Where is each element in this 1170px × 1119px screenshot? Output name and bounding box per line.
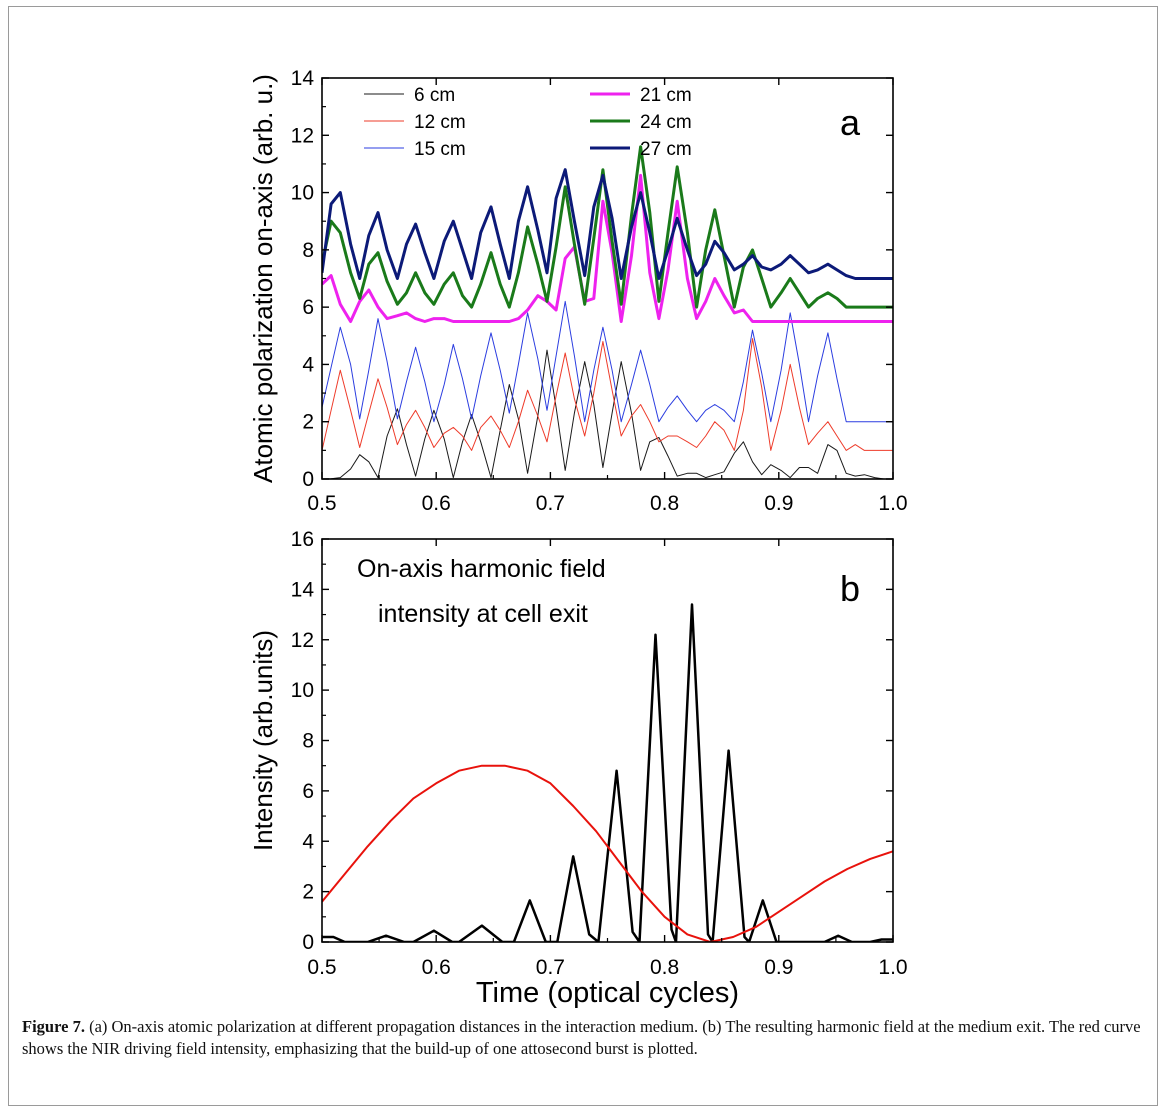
y-tick-label: 8 <box>302 239 314 262</box>
annotation-line: On-axis harmonic field <box>357 555 606 583</box>
x-tick-label: 0.7 <box>536 492 565 515</box>
x-tick-label: 0.6 <box>422 956 451 979</box>
panel-label: a <box>840 102 861 143</box>
y-tick-label: 6 <box>302 296 314 319</box>
legend-entry: 6 cm <box>414 85 455 106</box>
y-tick-label: 8 <box>302 730 314 753</box>
series-line-27-cm <box>322 168 893 280</box>
figure-canvas: 0.5 0.6 0.7 0.8 0.9 1.0 0 2 4 6 8 10 12 14 Atomic pola… <box>248 67 908 1009</box>
series-line-15-cm <box>322 300 893 423</box>
x-tick-label: 0.5 <box>307 956 336 979</box>
panel-a: 0.5 0.6 0.7 0.8 0.9 1.0 0 2 4 6 8 10 12 14 Atomic pola… <box>248 67 908 515</box>
y-axis-label: Intensity (arb.units) <box>248 630 278 851</box>
y-tick-label: 10 <box>291 182 314 205</box>
figure-caption: Figure 7. (a) On-axis atomic polarizatio… <box>22 1016 1142 1060</box>
y-tick-label: 12 <box>291 124 314 147</box>
y-tick-label: 14 <box>291 67 315 90</box>
caption-label: Figure 7. <box>22 1017 85 1036</box>
series-line-harmonic <box>322 603 893 942</box>
legend-entry: 21 cm <box>640 85 692 106</box>
x-tick-label: 0.8 <box>650 492 679 515</box>
legend: 6 cm 12 cm 15 cm 21 cm 24 cm 27 cm <box>364 85 692 160</box>
x-tick-label: 1.0 <box>878 492 907 515</box>
y-tick-label: 12 <box>291 629 314 652</box>
y-tick-label: 2 <box>302 411 314 434</box>
legend-entry: 15 cm <box>414 139 466 160</box>
series-line-24-cm <box>322 145 893 309</box>
panel-label: b <box>840 568 860 609</box>
series-line-driving <box>322 764 893 942</box>
x-tick-label: 0.9 <box>764 956 793 979</box>
y-tick-label: 0 <box>302 931 314 954</box>
y-tick-label: 4 <box>302 830 314 853</box>
x-tick-label: 0.5 <box>307 492 336 515</box>
y-tick-label: 16 <box>291 528 314 551</box>
plot-frame <box>321 77 894 480</box>
x-axis-label: Time (optical cycles) <box>476 977 739 1009</box>
x-tick-label: 0.7 <box>536 956 565 979</box>
legend-entry: 12 cm <box>414 112 466 133</box>
caption-text: (a) On-axis atomic polarization at diffe… <box>22 1017 1141 1058</box>
y-axis-label: Atomic polarization on-axis (arb. u.) <box>248 74 278 483</box>
x-tick-label: 1.0 <box>878 956 907 979</box>
x-tick-label: 0.6 <box>422 492 451 515</box>
x-tick-label: 0.9 <box>764 492 793 515</box>
annotation-line: intensity at cell exit <box>378 600 588 628</box>
y-tick-label: 4 <box>302 353 314 376</box>
series-line-6-cm <box>322 349 893 479</box>
y-tick-label: 10 <box>291 679 314 702</box>
y-tick-label: 6 <box>302 780 314 803</box>
panel-b: 0.5 0.6 0.7 0.8 0.9 1.0 0 2 4 6 8 10 12 14 16 Intensity… <box>248 528 908 1009</box>
series-line-12-cm <box>322 338 893 451</box>
legend-entry: 24 cm <box>640 112 692 133</box>
series-line-21-cm <box>322 173 893 323</box>
figure-frame <box>8 6 1158 1106</box>
x-tick-label: 0.8 <box>650 956 679 979</box>
y-tick-label: 14 <box>291 578 315 601</box>
y-tick-label: 0 <box>302 468 314 491</box>
legend-entry: 27 cm <box>640 139 692 160</box>
y-tick-label: 2 <box>302 881 314 904</box>
